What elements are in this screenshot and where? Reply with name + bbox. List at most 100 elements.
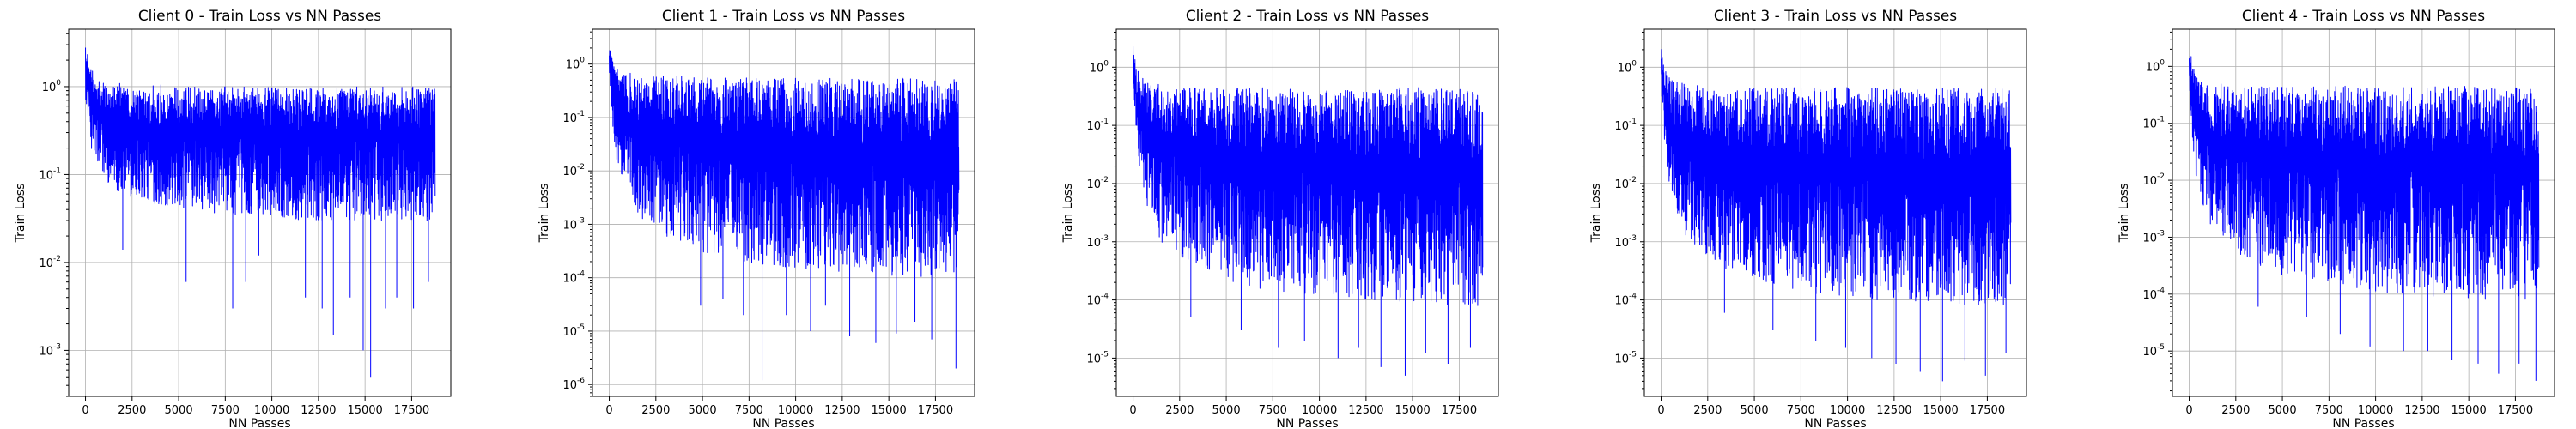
loss-series-line [1133, 45, 1484, 376]
y-tick-label: 10-2 [562, 163, 585, 178]
x-tick-label: 15000 [347, 404, 382, 417]
x-tick-label: 10000 [1830, 404, 1865, 417]
x-tick-label: 5000 [1212, 404, 1241, 417]
y-tick-label: 100 [1618, 59, 1637, 75]
x-axis-label: NN Passes [752, 417, 814, 429]
x-tick-label: 0 [82, 404, 88, 417]
y-tick-label: 100 [2146, 58, 2166, 74]
subplot-title: Client 1 - Train Loss vs NN Passes [662, 8, 905, 25]
y-tick-label: 10-3 [2142, 229, 2165, 245]
y-tick-label: 10-1 [1614, 118, 1637, 133]
x-tick-label: 10000 [2358, 404, 2393, 417]
y-tick-label: 10-2 [39, 255, 61, 270]
x-axis-label: NN Passes [1804, 417, 1866, 429]
x-tick-label: 12500 [2404, 404, 2439, 417]
x-tick-label: 7500 [1259, 404, 1287, 417]
y-tick-label: 10-5 [562, 323, 585, 339]
loss-series-line [85, 47, 436, 378]
subplot-client-0: 0 2500 5000 7500 10000 12500 15000 17500 10-3 10-… [14, 8, 452, 429]
x-tick-label: 2500 [118, 404, 146, 417]
y-tick-label: 100 [42, 79, 62, 94]
x-tick-label: 0 [605, 404, 612, 417]
x-tick-label: 15000 [1394, 404, 1430, 417]
x-tick-label: 17500 [2498, 404, 2533, 417]
axes-frame [1115, 28, 1499, 397]
y-tick-label: 10-3 [1086, 234, 1109, 250]
y-tick-label: 10-4 [562, 270, 585, 286]
subplot-client-3: 0 2500 5000 7500 10000 12500 15000 17500 10-5 10-… [1589, 8, 2027, 429]
x-tick-label: 17500 [394, 404, 429, 417]
y-tick-label: 10-1 [2142, 116, 2165, 131]
loss-series-line [1661, 49, 2012, 382]
x-tick-label: 10000 [1302, 404, 1337, 417]
x-tick-label: 2500 [1165, 404, 1194, 417]
axes-frame [1643, 28, 2027, 397]
axes-frame [2172, 28, 2555, 397]
y-tick-label: 100 [1090, 59, 1109, 75]
y-tick-label: 10-3 [562, 216, 585, 232]
x-tick-label: 7500 [735, 404, 763, 417]
subplot-title: Client 4 - Train Loss vs NN Passes [2242, 8, 2485, 25]
x-tick-label: 10000 [254, 404, 289, 417]
x-tick-label: 17500 [918, 404, 953, 417]
loss-series-line [609, 50, 960, 381]
x-tick-label: 5000 [1741, 404, 1769, 417]
x-tick-label: 12500 [1348, 404, 1383, 417]
y-axis-label: Train Loss [14, 184, 27, 244]
x-tick-label: 2500 [641, 404, 670, 417]
axes-frame [592, 28, 975, 397]
x-tick-label: 15000 [871, 404, 906, 417]
y-tick-label: 10-4 [1086, 293, 1109, 308]
x-tick-label: 15000 [1923, 404, 1958, 417]
x-tick-label: 0 [1657, 404, 1664, 417]
y-tick-label: 10-5 [2142, 343, 2165, 359]
x-tick-label: 17500 [1442, 404, 1477, 417]
x-tick-label: 5000 [689, 404, 717, 417]
x-tick-label: 7500 [2315, 404, 2343, 417]
y-tick-label: 10-2 [1614, 176, 1637, 191]
x-tick-label: 0 [1129, 404, 1136, 417]
x-tick-label: 5000 [165, 404, 193, 417]
y-tick-label: 10-4 [2142, 287, 2165, 302]
y-tick-label: 10-3 [39, 342, 61, 358]
y-tick-label: 100 [566, 57, 586, 72]
y-tick-label: 10-4 [1614, 293, 1637, 308]
y-tick-label: 10-5 [1614, 350, 1637, 366]
y-axis-label: Train Loss [1589, 184, 1603, 244]
subplot-client-4: 0 2500 5000 7500 10000 12500 15000 17500 10-5 10-… [2117, 8, 2555, 429]
x-tick-label: 2500 [1693, 404, 1722, 417]
axes-frame [68, 28, 452, 397]
y-axis-label: Train Loss [1061, 184, 1075, 244]
x-tick-label: 12500 [824, 404, 860, 417]
x-tick-label: 10000 [778, 404, 813, 417]
loss-series-line [2189, 55, 2540, 381]
x-tick-label: 7500 [211, 404, 240, 417]
y-tick-label: 10-1 [39, 166, 61, 182]
x-tick-label: 5000 [2269, 404, 2297, 417]
y-tick-label: 10-1 [1086, 118, 1109, 133]
subplot-title: Client 0 - Train Loss vs NN Passes [138, 8, 381, 25]
subplot-client-1: 0 2500 5000 7500 10000 12500 15000 17500 10-6 10-… [538, 8, 975, 429]
x-tick-label: 12500 [301, 404, 336, 417]
y-tick-label: 10-1 [562, 110, 585, 125]
x-tick-label: 2500 [2221, 404, 2250, 417]
y-tick-label: 10-3 [1614, 234, 1637, 250]
x-axis-label: NN Passes [1276, 417, 1338, 429]
subplot-title: Client 3 - Train Loss vs NN Passes [1714, 8, 1957, 25]
x-tick-label: 17500 [1970, 404, 2005, 417]
y-tick-label: 10-6 [562, 377, 585, 392]
y-tick-label: 10-2 [1086, 176, 1109, 191]
y-axis-label: Train Loss [2117, 184, 2131, 244]
x-tick-label: 7500 [1787, 404, 1815, 417]
x-axis-label: NN Passes [228, 417, 290, 429]
x-tick-label: 0 [2185, 404, 2192, 417]
x-tick-label: 12500 [1876, 404, 1911, 417]
y-tick-label: 10-2 [2142, 172, 2165, 188]
y-tick-label: 10-5 [1086, 350, 1109, 366]
subplot-client-2: 0 2500 5000 7500 10000 12500 15000 17500 10-5 10-… [1061, 8, 1499, 429]
x-tick-label: 15000 [2451, 404, 2486, 417]
y-axis-label: Train Loss [538, 184, 551, 244]
subplot-title: Client 2 - Train Loss vs NN Passes [1186, 8, 1429, 25]
x-axis-label: NN Passes [2332, 417, 2394, 429]
